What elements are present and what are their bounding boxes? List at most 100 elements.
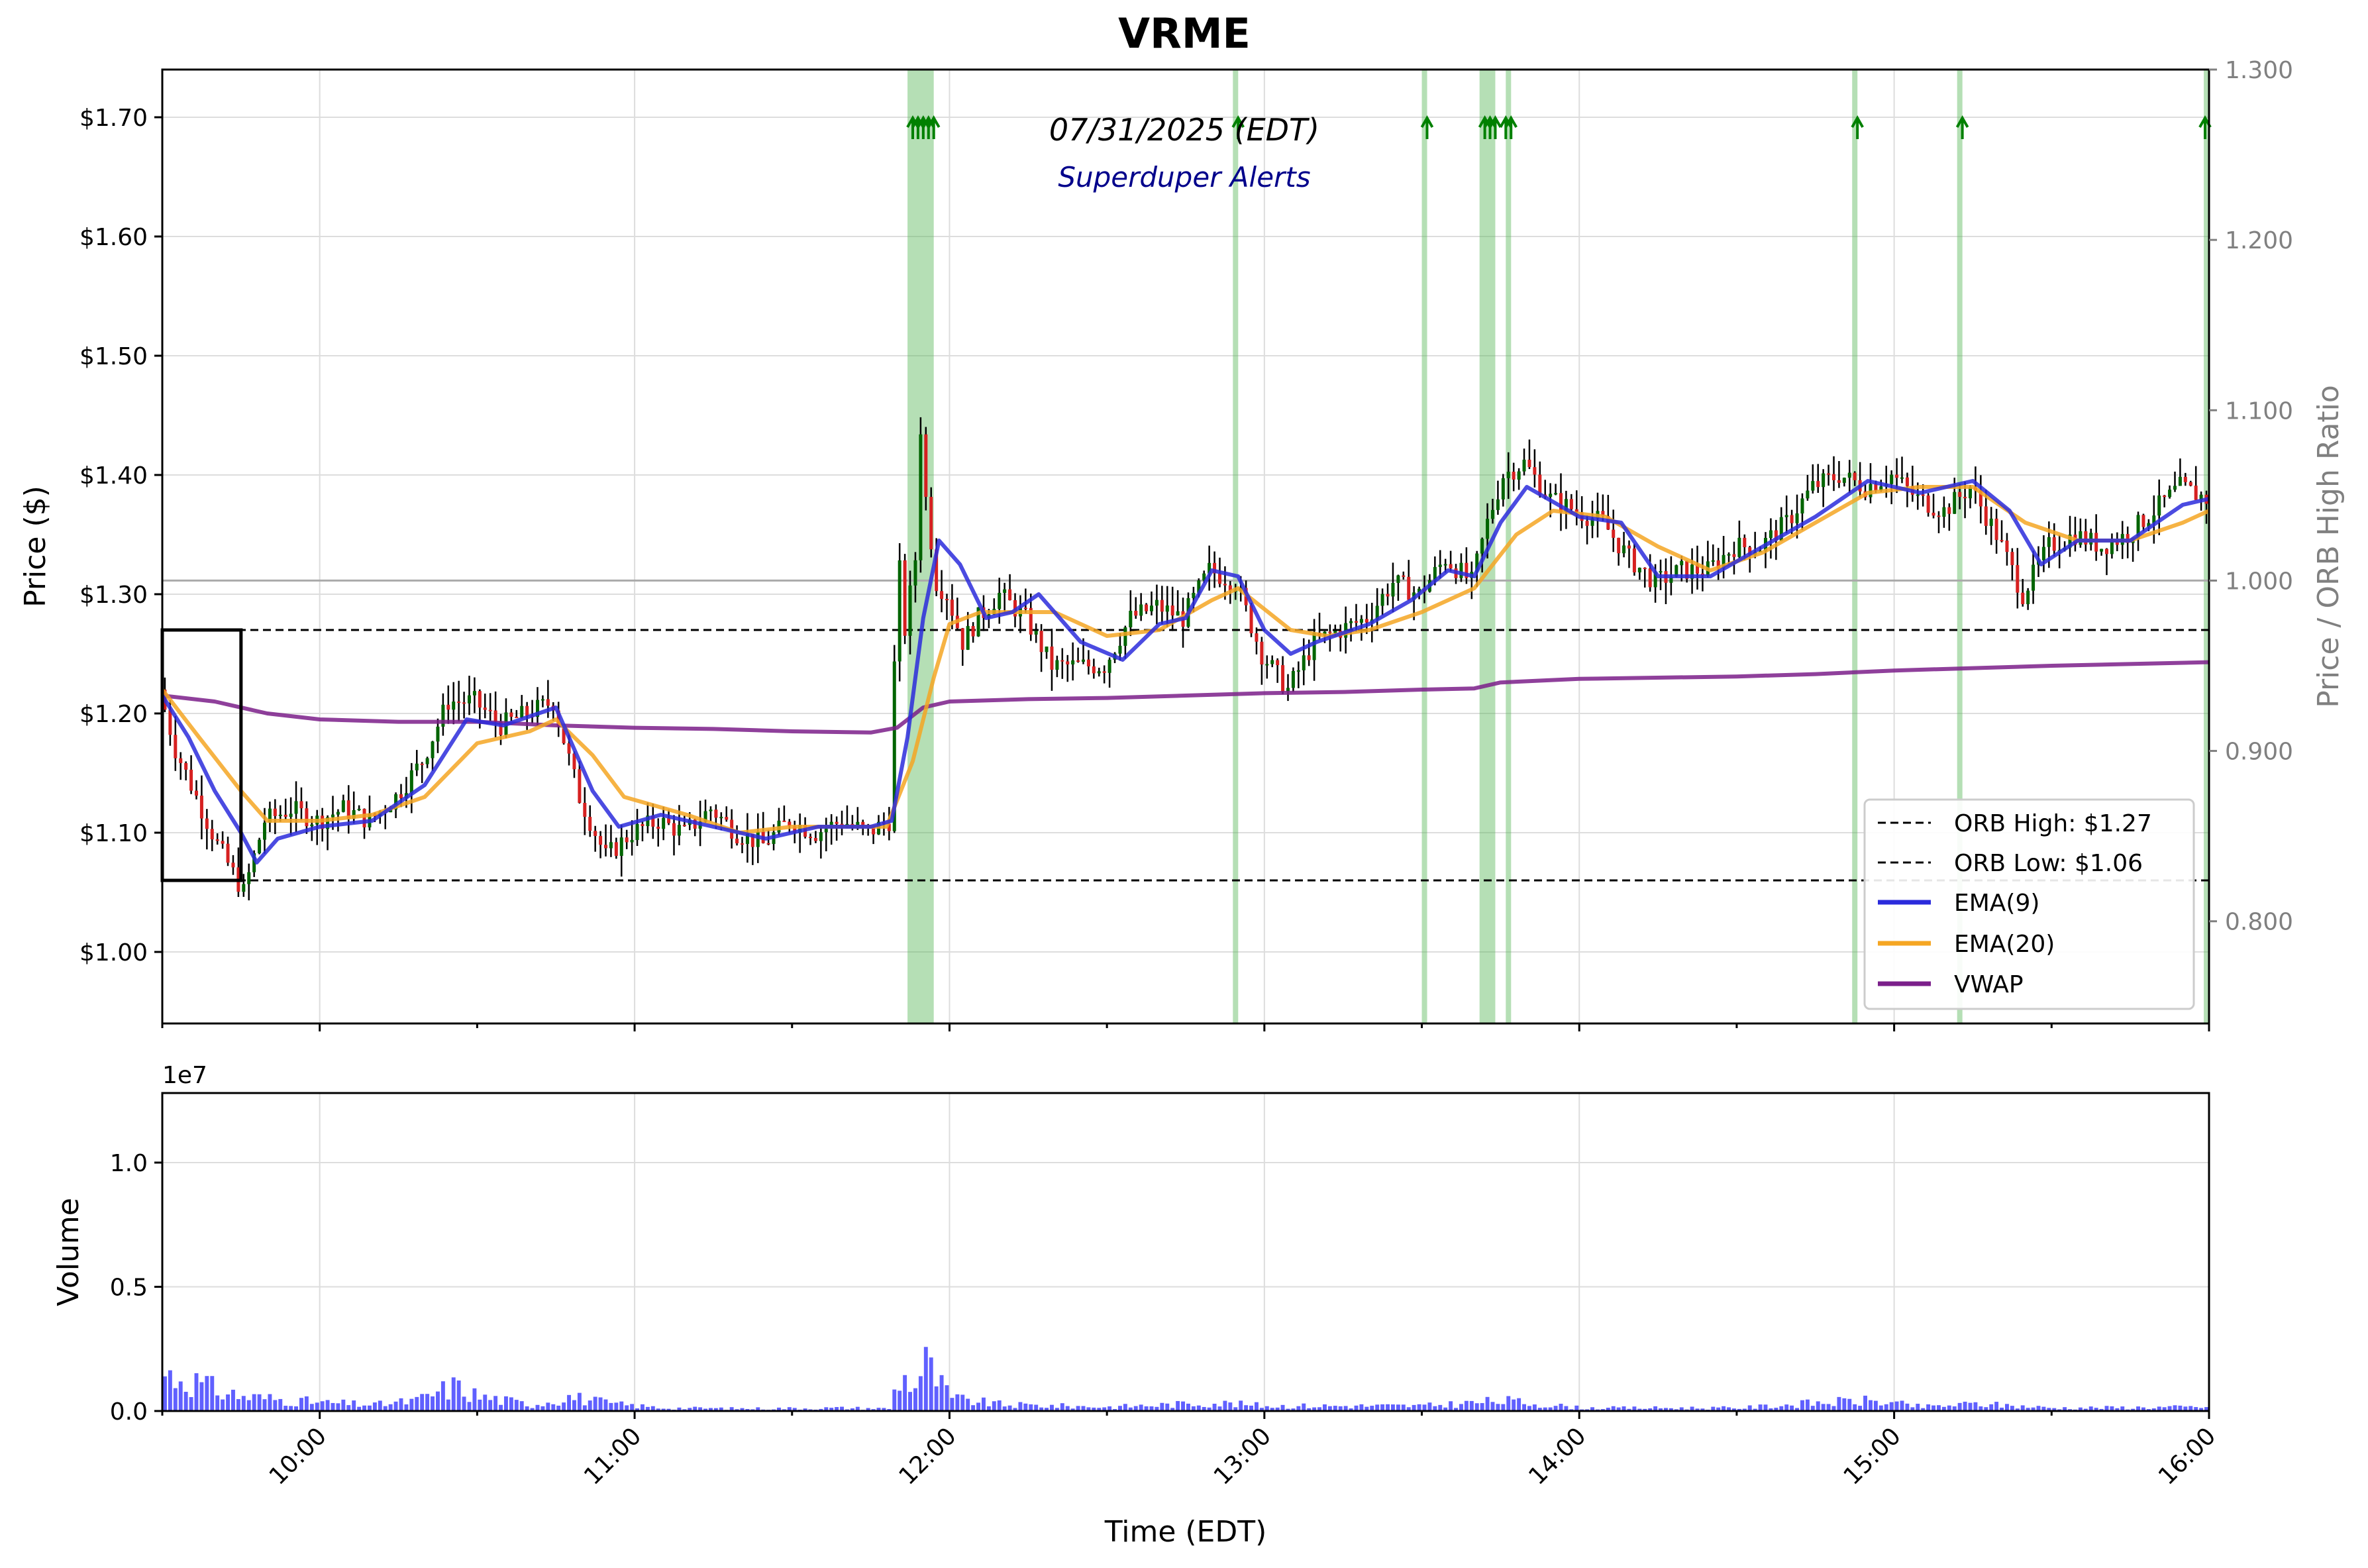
alert-arrow-head: [1504, 115, 1518, 128]
candle-body: [2178, 476, 2182, 486]
candle-body: [578, 769, 582, 803]
volume-bar: [1170, 1408, 1175, 1411]
candle-body: [1822, 473, 1826, 488]
candle-body: [1396, 575, 1400, 583]
volume-bar: [1102, 1407, 1107, 1411]
volume-bar: [1480, 1403, 1484, 1411]
volume-bar: [887, 1408, 892, 1411]
price-y-tick-label: $1.20: [79, 701, 148, 728]
volume-bar: [304, 1396, 309, 1411]
volume-bar: [2151, 1408, 2156, 1411]
candle-body: [1260, 641, 1264, 665]
volume-bar: [1941, 1406, 1946, 1411]
volume-bar: [309, 1404, 314, 1411]
candle-body: [457, 702, 461, 704]
candle-body: [913, 560, 917, 586]
volume-bar: [1474, 1403, 1479, 1411]
volume-bar: [986, 1406, 991, 1411]
candle-body: [741, 843, 744, 845]
volume-bar: [1543, 1407, 1547, 1411]
volume-bar: [199, 1382, 204, 1411]
candle-body: [357, 809, 361, 811]
volume-bar: [619, 1401, 624, 1411]
candle-body: [1391, 582, 1395, 597]
volume-bar: [1831, 1406, 1836, 1411]
candle-body: [2005, 541, 2009, 552]
volume-bar: [436, 1391, 440, 1411]
volume-bar: [283, 1406, 288, 1411]
legend-label-ema9: EMA(9): [1954, 890, 2039, 917]
volume-bar: [1459, 1404, 1463, 1411]
volume-bar: [2131, 1408, 2136, 1411]
volume-y-tick-label: 0.5: [110, 1275, 148, 1302]
candle-body: [667, 817, 671, 823]
candle-body: [1669, 576, 1673, 583]
candle-body: [1931, 512, 1935, 516]
candle-body: [1732, 554, 1736, 557]
volume-bar: [2183, 1406, 2188, 1411]
volume-bar: [368, 1405, 372, 1411]
volume-bar: [1648, 1408, 1653, 1411]
volume-bar: [2094, 1408, 2098, 1411]
candle-body: [1895, 474, 1899, 478]
volume-bar: [1485, 1396, 1490, 1411]
volume-bar: [268, 1394, 272, 1411]
volume-bar: [2063, 1407, 2067, 1411]
volume-bar: [971, 1405, 976, 1411]
candle-body: [1328, 631, 1332, 633]
volume-bar: [1916, 1404, 1920, 1411]
candle-body: [546, 699, 550, 706]
candle-body: [1522, 459, 1526, 472]
volume-bar: [189, 1396, 193, 1411]
volume-bar: [1894, 1401, 1899, 1411]
candle-body: [929, 497, 933, 550]
volume-bar: [493, 1396, 498, 1411]
volume-bar: [1097, 1408, 1102, 1411]
candle-body: [1333, 631, 1337, 633]
volume-bar: [1280, 1404, 1285, 1411]
volume-bar: [876, 1408, 881, 1411]
volume-bar: [246, 1400, 251, 1411]
candle-body: [2126, 534, 2130, 543]
volume-bar: [556, 1405, 561, 1411]
volume-bar: [388, 1404, 393, 1411]
candle-body: [1438, 564, 1442, 567]
candle-body: [420, 763, 424, 765]
alert-band: [1233, 70, 1239, 1023]
candle-body: [541, 699, 544, 701]
candle-body: [331, 814, 335, 817]
candle-body: [362, 809, 366, 827]
volume-bar: [625, 1405, 629, 1411]
volume-bar: [1984, 1407, 1988, 1411]
volume-bar: [1354, 1405, 1359, 1411]
volume-bar: [1643, 1408, 1647, 1411]
candle-body: [1086, 659, 1090, 666]
candle-body: [1023, 607, 1027, 609]
candle-body: [1459, 562, 1463, 578]
volume-bar: [2194, 1407, 2198, 1411]
volume-bar: [1454, 1408, 1458, 1411]
volume-bar: [1747, 1405, 1752, 1411]
candle-body: [1837, 480, 1841, 483]
candle-body: [1082, 659, 1085, 662]
volume-bar: [1023, 1403, 1028, 1411]
volume-bar: [257, 1394, 262, 1411]
volume-bar: [713, 1408, 718, 1411]
candle-body: [1585, 521, 1589, 526]
candle-body: [1590, 518, 1594, 526]
candle-body: [682, 825, 686, 827]
volume-bar: [183, 1392, 188, 1411]
candle-body: [677, 825, 681, 836]
volume-bar: [1343, 1406, 1348, 1411]
volume-bar: [478, 1399, 482, 1411]
candle-body: [174, 735, 178, 758]
candle-body: [2163, 496, 2167, 497]
volume-bar: [472, 1388, 477, 1411]
candle-body: [2115, 541, 2119, 545]
candle-body: [299, 801, 303, 809]
volume-bar: [1259, 1408, 1264, 1411]
volume-bar: [1873, 1400, 1878, 1411]
candle-body: [268, 808, 272, 823]
volume-bar: [546, 1402, 550, 1411]
